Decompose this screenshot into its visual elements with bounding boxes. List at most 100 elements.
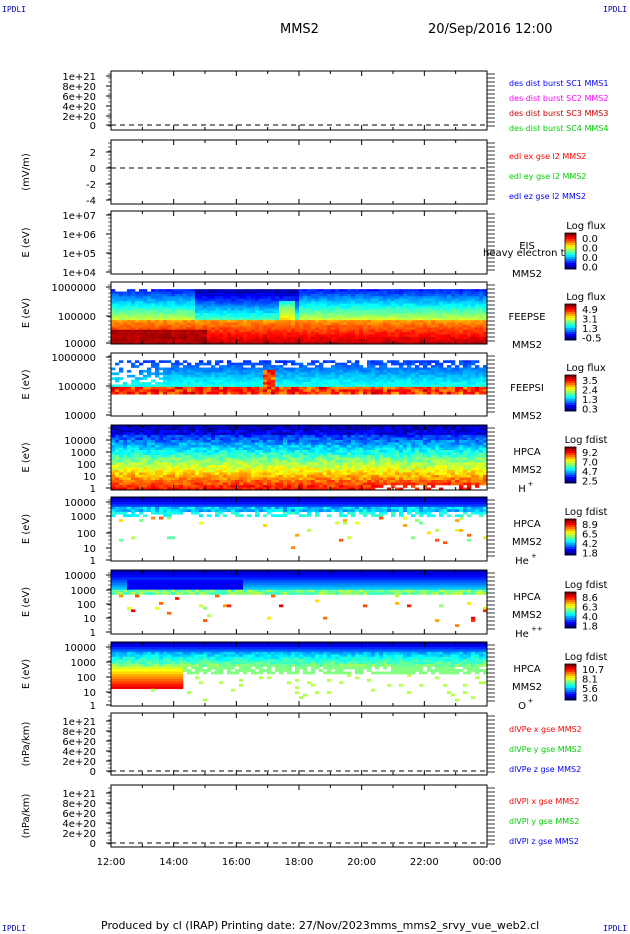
spacecraft-5: MMS2 bbox=[512, 465, 542, 476]
colorbar-7 bbox=[564, 591, 577, 629]
ytick-label-1-0: 2 bbox=[90, 148, 96, 159]
legend-10-2: dlVPl z gse MMS2 bbox=[509, 837, 579, 846]
ytick-label-7-3: 10 bbox=[83, 614, 96, 625]
spectrogram-4 bbox=[111, 360, 488, 395]
colorbar-tick-6-3: 1.8 bbox=[582, 549, 598, 560]
colorbar-tick-4-1: 2.4 bbox=[582, 386, 598, 397]
instrument-6: HPCA bbox=[513, 519, 541, 530]
ylabel-1: (mV/m) bbox=[21, 153, 32, 191]
legend-10-1: dlVPl y gse MMS2 bbox=[509, 817, 579, 826]
ytick-label-5-3: 10 bbox=[83, 472, 96, 483]
colorbar-tick-4-3: 0.3 bbox=[582, 405, 598, 416]
instrument-8: HPCA bbox=[513, 664, 541, 675]
ytick-label-7-4: 1 bbox=[90, 628, 96, 639]
ytick-label-2-3: 1e+04 bbox=[62, 268, 96, 279]
ytick-label-1-1: 0 bbox=[90, 164, 96, 175]
instrument-7: HPCA bbox=[513, 592, 541, 603]
colorbar-tick-7-2: 4.0 bbox=[582, 612, 598, 623]
colorbar-tick-7-0: 8.6 bbox=[582, 593, 598, 604]
colorbar-title-2: Log flux bbox=[566, 221, 606, 232]
ytick-label-6-1: 1000 bbox=[71, 512, 96, 523]
xtick-label-4: 20:00 bbox=[347, 857, 376, 868]
colorbar-tick-5-3: 2.5 bbox=[582, 477, 598, 488]
ytick-label-6-0: 10000 bbox=[64, 498, 96, 509]
legend-9-2: dlVPe z gse MMS2 bbox=[509, 765, 581, 774]
panel-frame-1 bbox=[110, 139, 488, 205]
ylabel-7: E (eV) bbox=[21, 587, 32, 617]
colorbar-tick-7-1: 6.3 bbox=[582, 603, 598, 614]
species-sup-5: + bbox=[528, 480, 534, 488]
ytick-label-3-1: 100000 bbox=[58, 312, 96, 323]
colorbar-tick-4-0: 3.5 bbox=[582, 376, 598, 387]
legend-1-1: edl ey gse l2 MMS2 bbox=[509, 172, 587, 181]
colorbar-tick-6-2: 4.2 bbox=[582, 539, 598, 550]
colorbar-3 bbox=[564, 303, 577, 341]
ylabel-6: E (eV) bbox=[21, 514, 32, 544]
colorbar-title-6: Log fdist bbox=[565, 507, 608, 518]
species-sup-6: + bbox=[531, 552, 537, 560]
ytick-label-9-5: 0 bbox=[90, 767, 96, 778]
footer-produced: Produced by cl (IRAP) bbox=[101, 919, 219, 932]
ylabel-5: E (eV) bbox=[21, 442, 32, 472]
ylabel-10: (nPa/km) bbox=[21, 794, 32, 839]
panel-frame-0 bbox=[110, 70, 488, 131]
ytick-label-7-1: 1000 bbox=[71, 586, 96, 597]
xtick-label-0: 12:00 bbox=[97, 857, 126, 868]
colorbar-5 bbox=[564, 446, 577, 484]
corner-tr: IPDLI bbox=[603, 5, 628, 14]
ylabel-2: E (eV) bbox=[21, 227, 32, 257]
colorbar-4 bbox=[564, 374, 577, 412]
spacecraft-8: MMS2 bbox=[512, 682, 542, 693]
species-8: O bbox=[518, 701, 526, 712]
spectrogram-5 bbox=[111, 425, 488, 491]
colorbar-title-5: Log fdist bbox=[565, 435, 608, 446]
ylabel-4: E (eV) bbox=[21, 369, 32, 399]
legend-0-3: des dist burst SC4 MMS4 bbox=[509, 124, 608, 133]
legend-9-0: dlVPe x gse MMS2 bbox=[509, 725, 582, 734]
ytick-label-9-3: 4e+20 bbox=[62, 747, 96, 758]
spacecraft-3: MMS2 bbox=[512, 340, 542, 351]
footer-printing-date: Printing date: 27/Nov/2023 bbox=[221, 919, 370, 932]
instrument-3: FEEPSE bbox=[508, 312, 545, 323]
species-sup-8: + bbox=[528, 697, 534, 705]
ytick-label-6-2: 100 bbox=[77, 529, 96, 540]
colorbar-tick-2-2: 0.0 bbox=[582, 253, 598, 264]
date-title: 20/Sep/2016 12:00 bbox=[428, 22, 553, 37]
panel-frame-9 bbox=[110, 712, 488, 776]
colorbar-tick-2-1: 0.0 bbox=[582, 244, 598, 255]
ytick-label-6-4: 1 bbox=[90, 556, 96, 567]
ytick-label-7-2: 100 bbox=[77, 600, 96, 611]
mission-title: MMS2 bbox=[280, 22, 319, 37]
ylabel-8: E (eV) bbox=[21, 659, 32, 689]
spectrogram-6 bbox=[111, 497, 488, 549]
ytick-label-10-5: 0 bbox=[90, 839, 96, 850]
ytick-label-8-4: 1 bbox=[90, 701, 96, 712]
ytick-label-10-3: 4e+20 bbox=[62, 819, 96, 830]
colorbar-title-4: Log flux bbox=[566, 363, 606, 374]
colorbar-tick-7-3: 1.8 bbox=[582, 622, 598, 633]
spectrogram-3 bbox=[111, 289, 488, 345]
ytick-label-5-4: 1 bbox=[90, 484, 96, 495]
corner-tl: IPDLI bbox=[2, 5, 27, 14]
corner-bl: IPDLI bbox=[2, 924, 27, 933]
ytick-label-4-2: 10000 bbox=[64, 411, 96, 422]
species-5: H bbox=[518, 484, 526, 495]
spectrogram-7 bbox=[111, 570, 488, 627]
colorbar-6 bbox=[564, 518, 577, 556]
ytick-label-1-3: -4 bbox=[86, 196, 96, 207]
spacecraft-2: MMS2 bbox=[512, 269, 542, 280]
ytick-label-5-0: 10000 bbox=[64, 436, 96, 447]
instrument-2: EIS bbox=[519, 241, 535, 252]
colorbar-tick-3-3: -0.5 bbox=[582, 334, 602, 345]
colorbar-tick-8-0: 10.7 bbox=[582, 665, 604, 676]
ytick-label-8-1: 1000 bbox=[71, 658, 96, 669]
ytick-label-4-1: 100000 bbox=[58, 382, 96, 393]
spacecraft-7: MMS2 bbox=[512, 610, 542, 621]
ytick-label-1-2: -2 bbox=[86, 180, 96, 191]
spectrogram-8 bbox=[111, 642, 488, 702]
legend-1-0: edl ex gse l2 MMS2 bbox=[509, 152, 586, 161]
ytick-label-0-5: 0 bbox=[90, 121, 96, 132]
legend-9-1: dlVPe y gse MMS2 bbox=[509, 745, 582, 754]
ylabel-9: (nPa/km) bbox=[21, 722, 32, 767]
